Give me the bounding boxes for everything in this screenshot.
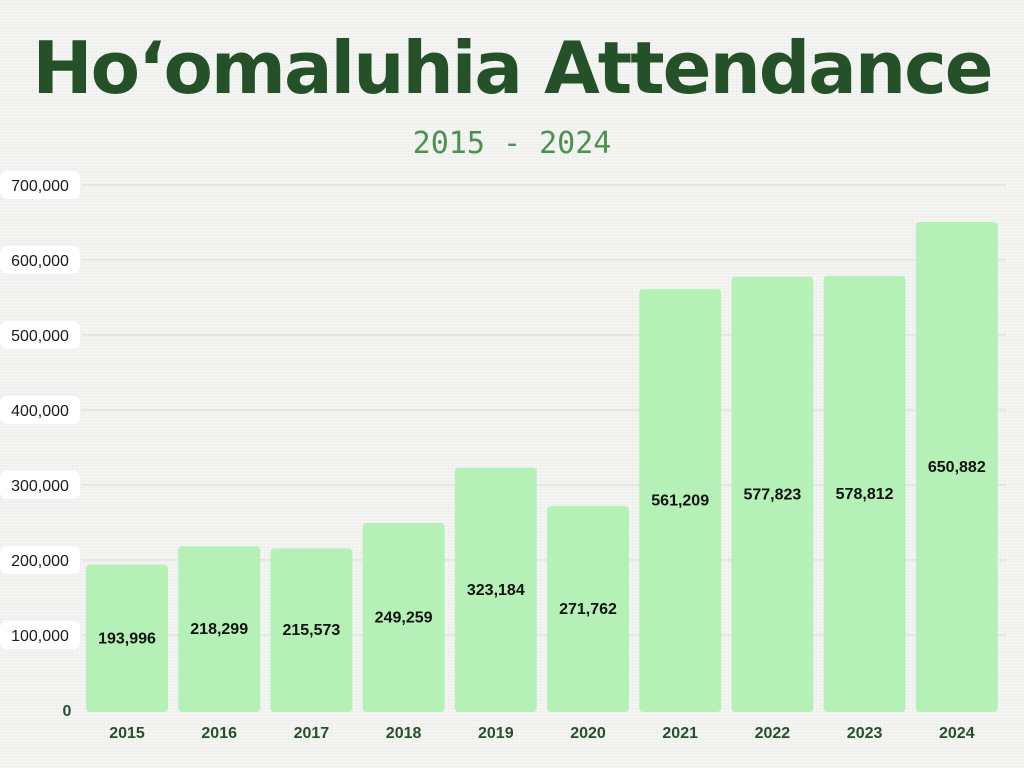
bar-2022 [731,276,814,712]
bar-value-label: 215,573 [282,622,340,639]
bar-2018 [362,523,445,712]
bar-value-label: 249,259 [375,610,433,627]
bar-value-label: 323,184 [467,582,525,599]
bar-value-label: 271,762 [559,601,617,618]
bar-2016 [178,546,261,712]
x-tick-label: 2020 [570,725,606,742]
bar-value-label: 578,812 [836,486,894,503]
x-tick-label: 2022 [755,725,791,742]
x-tick-label: 2024 [939,725,975,742]
y-tick-label-background [0,546,80,574]
x-tick-label: 2023 [847,725,883,742]
bar-2020 [547,506,629,712]
bar-value-label: 193,996 [98,630,156,647]
y-tick-label-background [0,246,80,274]
y-tick-label: 200,000 [11,553,69,570]
bar-2017 [270,548,353,712]
y-tick-label-background [0,171,80,199]
y-tick-label: 700,000 [11,178,69,195]
y-tick-label: 600,000 [11,253,69,270]
y-tick-label-background [0,396,80,424]
bar-2015 [86,564,168,712]
chart-subtitle: 2015 - 2024 [412,126,612,161]
x-tick-label: 2019 [478,725,514,742]
bar-2023 [823,275,906,712]
bar-2024 [915,221,998,712]
y-tick-label: 500,000 [11,328,69,345]
bar-value-label: 218,299 [190,621,248,638]
bar-value-label: 561,209 [651,493,709,510]
x-tick-label: 2015 [109,725,145,742]
x-tick-label: 2018 [386,725,422,742]
bar-2019 [454,467,537,712]
y-tick-label-background [0,471,80,499]
x-tick-label: 2016 [201,725,237,742]
y-tick-label-background [0,621,80,649]
bar-value-label: 577,823 [743,486,801,503]
y-tick-label: 100,000 [11,628,69,645]
y-tick-label: 400,000 [11,403,69,420]
x-tick-label: 2021 [662,725,698,742]
y-tick-label-background [0,321,80,349]
y-tick-label: 300,000 [11,478,69,495]
y-tick-label: 0 [63,703,72,720]
bar-value-label: 650,882 [928,459,986,476]
chart-title: Hoʻomaluhia Attendance [32,26,993,110]
x-tick-label: 2017 [294,725,330,742]
bar-2021 [639,289,722,712]
